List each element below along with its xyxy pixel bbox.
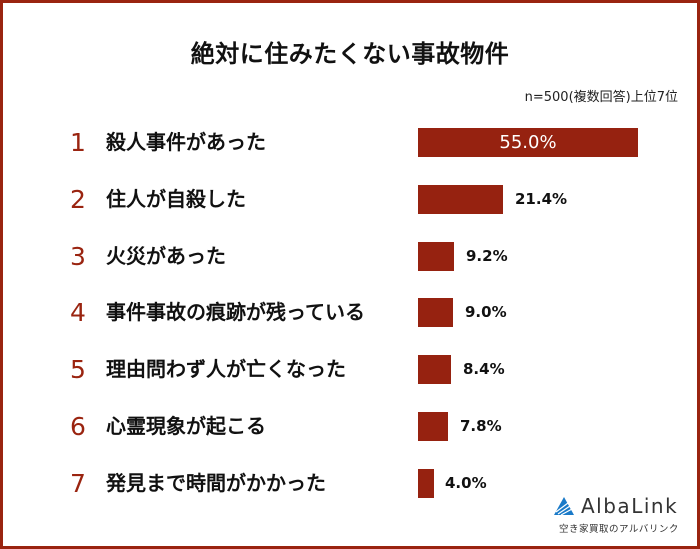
chart-title: 絶対に住みたくない事故物件: [190, 40, 510, 68]
bar-row: 3 火災があった 9.2%: [0, 242, 700, 271]
category-label: 心霊現象が起こる: [106, 414, 266, 438]
category-label: 発見まで時間がかかった: [106, 471, 326, 495]
bar-row: 1 殺人事件があった 55.0%: [0, 128, 700, 157]
brand-name: AlbaLink: [581, 494, 679, 518]
category-label: 住人が自殺した: [106, 187, 246, 211]
rank-number: 1: [70, 128, 86, 157]
bar: [418, 355, 451, 384]
brand-tagline: 空き家買取のアルバリンク: [559, 524, 679, 535]
rank-number: 5: [70, 355, 86, 384]
rank-number: 3: [70, 242, 86, 271]
value-label: 21.4%: [515, 190, 568, 208]
bar: [418, 298, 453, 327]
bar-row: 7 発見まで時間がかかった 4.0%: [0, 469, 700, 498]
category-label: 殺人事件があった: [106, 130, 266, 154]
category-label: 理由問わず人が亡くなった: [106, 357, 346, 381]
bar-row: 2 住人が自殺した 21.4%: [0, 185, 700, 214]
brand-logo: AlbaLink 空き家買取のアルバリンク: [553, 494, 683, 535]
bar: [418, 469, 434, 498]
category-label: 事件事故の痕跡が残っている: [106, 300, 365, 324]
value-label: 7.8%: [460, 417, 502, 435]
category-label: 火災があった: [106, 244, 226, 268]
bar: [418, 185, 503, 214]
value-label: 4.0%: [445, 474, 487, 492]
value-label: 9.2%: [466, 247, 508, 265]
bar: [418, 242, 454, 271]
bar: [418, 412, 448, 441]
rank-number: 4: [70, 298, 86, 327]
value-label: 9.0%: [465, 303, 507, 321]
albalink-logo-icon: [554, 497, 574, 516]
bar-row: 4 事件事故の痕跡が残っている 9.0%: [0, 298, 700, 327]
bar-row: 5 理由問わず人が亡くなった 8.4%: [0, 355, 700, 384]
rank-number: 6: [70, 412, 86, 441]
bar-row: 6 心霊現象が起こる 7.8%: [0, 412, 700, 441]
bar: [418, 128, 638, 157]
value-label: 8.4%: [463, 360, 505, 378]
rank-number: 2: [70, 185, 86, 214]
sample-note: n=500(複数回答)上位7位: [524, 90, 678, 105]
rank-number: 7: [70, 469, 86, 498]
value-label: 55.0%: [499, 132, 557, 153]
